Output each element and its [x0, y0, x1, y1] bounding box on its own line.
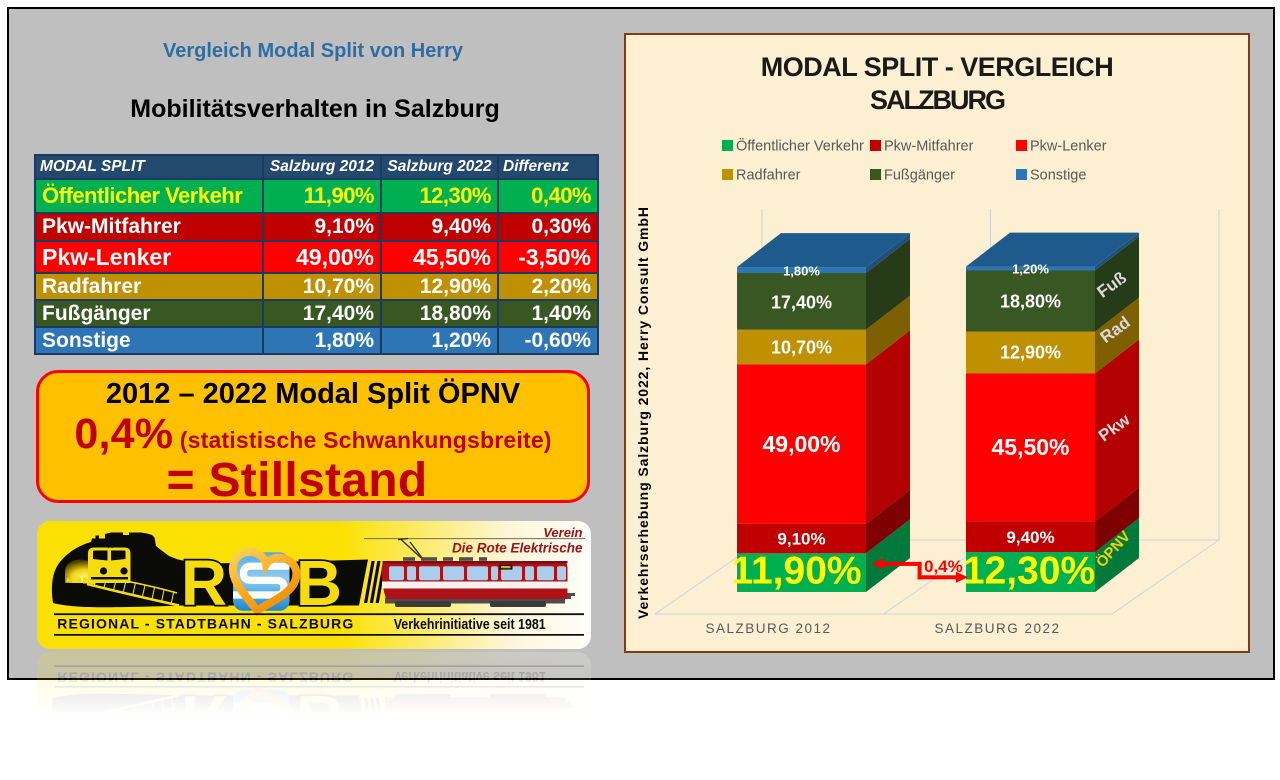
svg-text:0,4%: 0,4% — [924, 557, 963, 576]
svg-text:Die Rote Elektrische: Die Rote Elektrische — [452, 746, 583, 761]
svg-text:Sonstige: Sonstige — [1030, 168, 1086, 184]
svg-text:SALZBURG: SALZBURG — [870, 85, 1005, 115]
svg-text:Pkw-Lenker: Pkw-Lenker — [1030, 139, 1107, 155]
svg-text:Pkw-Mitfahrer: Pkw-Mitfahrer — [884, 139, 974, 155]
svg-text:49,00%: 49,00% — [762, 431, 840, 457]
svg-text:Fußgänger: Fußgänger — [884, 168, 955, 184]
svg-text:REGIONAL - STADTBAHN - SALZBUR: REGIONAL - STADTBAHN - SALZBURG — [57, 616, 353, 632]
svg-text:Radfahrer: Radfahrer — [736, 168, 801, 184]
svg-text:R: R — [181, 547, 227, 619]
svg-text:18,80%: 18,80% — [1000, 291, 1061, 311]
svg-text:45,50%: 45,50% — [991, 434, 1069, 460]
svg-text:Verein: Verein — [543, 761, 582, 776]
svg-text:Verkehrserhebung Salzburg 2022: Verkehrserhebung Salzburg 2022, Herry Co… — [635, 207, 651, 619]
svg-text:11,90%: 11,90% — [731, 550, 861, 593]
svg-text:Öffentlicher Verkehr: Öffentlicher Verkehr — [736, 137, 864, 155]
svg-text:17,40%: 17,40% — [771, 292, 832, 312]
svg-text:REGIONAL - STADTBAHN - SALZBUR: REGIONAL - STADTBAHN - SALZBURG — [57, 670, 353, 686]
svg-text:1,20%: 1,20% — [1012, 262, 1049, 277]
svg-text:12,30%: 12,30% — [963, 550, 1095, 593]
svg-text:Verkehrinitiative seit 1981: Verkehrinitiative seit 1981 — [394, 668, 546, 684]
svg-text:1,80%: 1,80% — [783, 264, 820, 279]
svg-text:12,90%: 12,90% — [1000, 342, 1061, 362]
svg-text:10,70%: 10,70% — [771, 337, 832, 357]
svg-text:9,40%: 9,40% — [1006, 528, 1054, 547]
svg-text:SALZBURG 2022: SALZBURG 2022 — [934, 621, 1060, 636]
svg-text:MODAL SPLIT - VERGLEICH: MODAL SPLIT - VERGLEICH — [761, 52, 1114, 82]
svg-text:B: B — [296, 547, 342, 619]
svg-text:B: B — [296, 682, 342, 754]
svg-text:9,10%: 9,10% — [777, 529, 825, 548]
svg-text:Verkehrinitiative seit 1981: Verkehrinitiative seit 1981 — [394, 617, 546, 633]
svg-text:R: R — [181, 682, 227, 754]
svg-text:Die Rote Elektrische: Die Rote Elektrische — [452, 541, 583, 556]
svg-text:Verein: Verein — [543, 525, 582, 540]
svg-text:SALZBURG 2012: SALZBURG 2012 — [705, 621, 831, 636]
